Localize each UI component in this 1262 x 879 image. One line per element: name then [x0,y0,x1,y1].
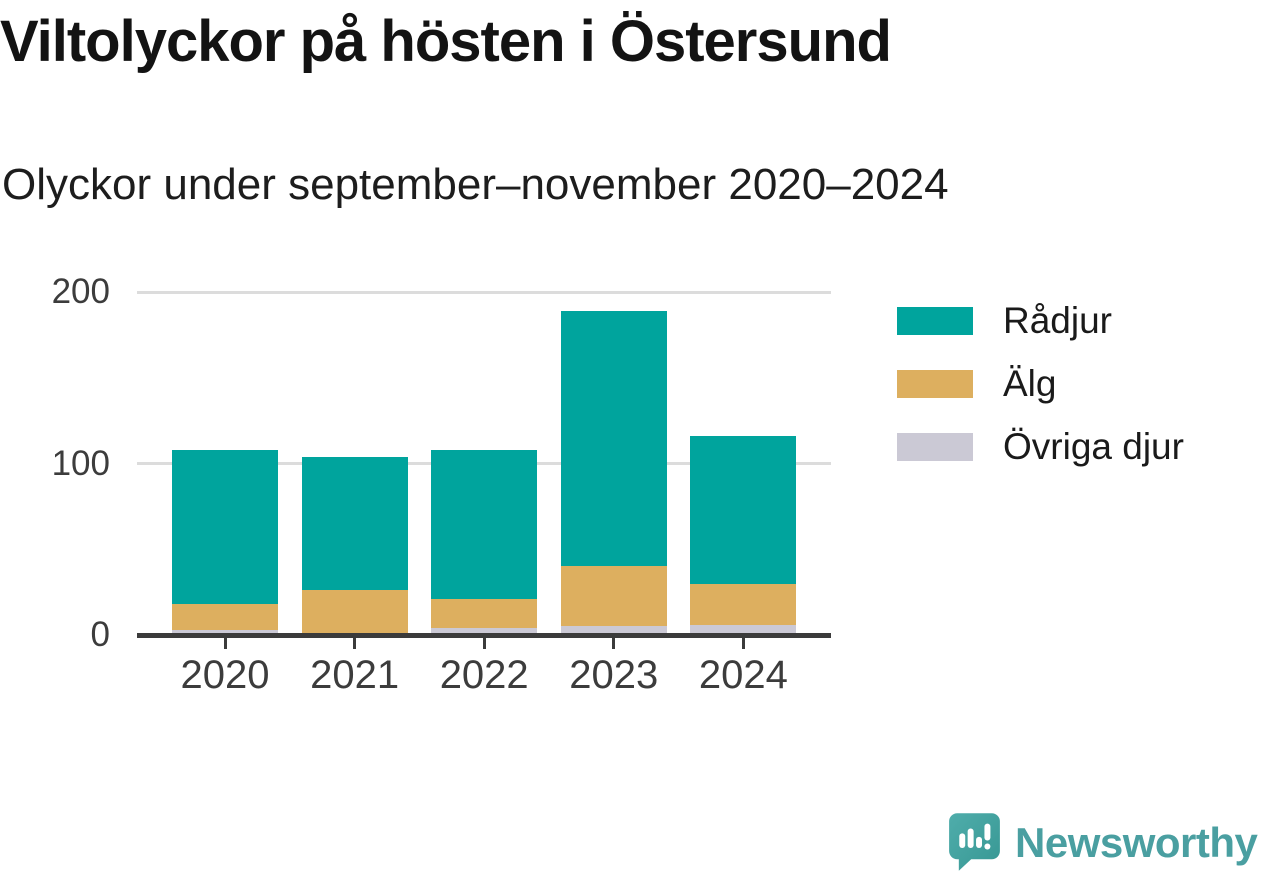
y-axis-tick-label: 100 [51,443,110,483]
x-axis-tick-label: 2020 [180,653,270,697]
x-axis-tick [353,638,357,649]
bar-segment-2024-Övriga djur [690,624,797,635]
x-axis-tick [612,638,616,649]
gridline-y-200 [137,290,831,294]
x-axis-tick-label: 2023 [569,653,659,697]
bar-2024 [690,436,797,635]
bar-2021 [301,456,408,635]
legend-item: Rådjur [897,300,1184,341]
chart-title: Viltolyckor på hösten i Östersund [0,9,892,74]
y-axis-tick-label: 200 [51,272,110,311]
bar-segment-2022-Rådjur [431,449,538,599]
bar-2023 [560,310,667,635]
x-axis-tick-label: 2022 [439,653,529,697]
x-axis-tick [482,638,486,649]
bar-segment-2020-Älg [172,604,278,630]
x-axis-tick-label: 2024 [698,653,788,697]
x-axis-tick [741,638,745,649]
bar-segment-2021-Älg [301,590,408,634]
bar-segment-2020-Övriga djur [172,629,278,635]
branding: Newsworthy [948,812,1258,872]
bar-segment-2023-Älg [560,566,667,627]
bar-segment-2022-Älg [431,599,538,629]
legend-label: Älg [1003,363,1057,404]
bar-segment-2023-Övriga djur [560,626,667,635]
x-axis-tick [223,638,227,649]
legend-item: Älg [897,363,1184,404]
y-axis-tick-label: 0 [90,615,110,654]
legend-item: Övriga djur [897,426,1184,467]
newsworthy-logo-text: Newsworthy [1015,819,1258,866]
chart-subtitle: Olyckor under september–november 2020–20… [2,160,949,209]
legend-swatch [897,370,973,398]
bar-segment-2024-Rådjur [690,436,797,584]
bar-2020 [172,449,278,635]
legend-label: Övriga djur [1003,426,1184,467]
bar-2022 [431,449,538,635]
legend-swatch [897,307,973,335]
x-axis-line [137,633,831,638]
bar-segment-2024-Älg [690,583,797,625]
bar-segment-2022-Övriga djur [431,628,538,635]
bar-segment-2020-Rådjur [172,449,278,605]
legend-label: Rådjur [1003,300,1112,341]
legend-swatch [897,433,973,461]
plot-area [137,270,831,635]
legend: Rådjur Älg Övriga djur [897,300,1184,496]
bar-segment-2023-Rådjur [560,310,667,567]
newsworthy-logo-icon [949,813,1000,871]
bar-segment-2021-Rådjur [301,456,408,591]
x-axis-tick-label: 2021 [310,653,400,697]
